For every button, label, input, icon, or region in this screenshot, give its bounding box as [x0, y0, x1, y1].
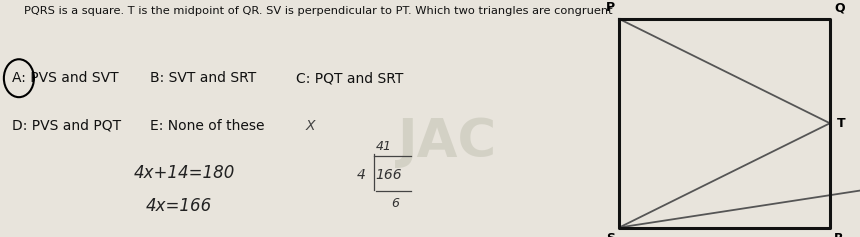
Text: PQRS is a square. T is the midpoint of QR. SV is perpendicular to PT. Which two : PQRS is a square. T is the midpoint of Q…: [24, 6, 612, 16]
Text: B: SVT and SRT: B: SVT and SRT: [150, 71, 256, 85]
Text: S: S: [606, 232, 615, 237]
Text: A: PVS and SVT: A: PVS and SVT: [12, 71, 119, 85]
Text: 4: 4: [357, 168, 366, 182]
Text: X: X: [305, 118, 315, 133]
Text: D: PVS and PQT: D: PVS and PQT: [12, 118, 121, 133]
Text: Q: Q: [834, 1, 845, 14]
Text: P: P: [605, 1, 615, 14]
Text: JAC: JAC: [397, 116, 497, 168]
Text: T: T: [837, 117, 845, 130]
Text: C: PQT and SRT: C: PQT and SRT: [296, 71, 403, 85]
Text: 6: 6: [391, 197, 399, 210]
Text: 4x=166: 4x=166: [146, 197, 212, 215]
Text: 166: 166: [376, 168, 402, 182]
Text: E: None of these: E: None of these: [150, 118, 264, 133]
Text: R: R: [834, 232, 844, 237]
Text: 4x+14=180: 4x+14=180: [133, 164, 235, 182]
Text: 41: 41: [376, 141, 392, 153]
